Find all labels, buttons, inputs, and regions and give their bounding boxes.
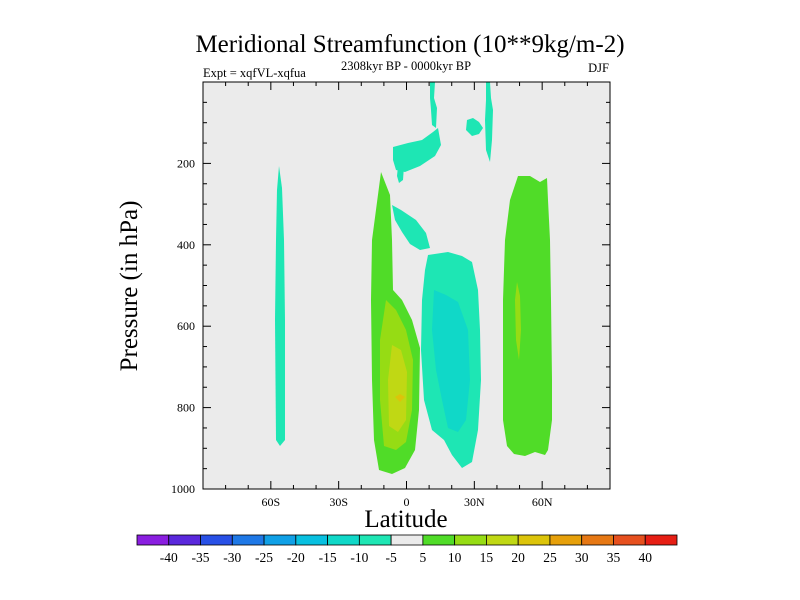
x-tick-label: 60N: [532, 495, 553, 509]
colorbar-swatch: [168, 534, 201, 546]
contour-cell-upper: [393, 128, 441, 172]
colorbar-label: 25: [543, 550, 557, 565]
time-range-label: 2308kyr BP - 0000kyr BP: [341, 59, 471, 73]
y-tick-label: 1000: [171, 482, 195, 496]
colorbar-swatch: [358, 534, 392, 546]
colorbar-swatch: [581, 534, 614, 546]
contour-fields: [275, 82, 552, 474]
colorbar-label: -35: [192, 550, 210, 565]
colorbar-label: 35: [607, 550, 621, 565]
season-label: DJF: [588, 61, 609, 75]
contour-cell-upper-right: [466, 118, 483, 136]
colorbar-label: 40: [638, 550, 652, 565]
axes: 60S 30S 0 30N 60N 200 400 600 800 1000: [171, 82, 610, 509]
colorbar: -40 -35 -30 -25 -20 -15 -10 -5 5 10 15 20 25 30 35 40: [136, 534, 678, 565]
contour-cell-tropical-south-core: [388, 345, 407, 432]
colorbar-label: -5: [385, 550, 396, 565]
x-tick-label: 60S: [261, 495, 280, 509]
contour-cell-northern-core: [515, 282, 521, 360]
colorbar-swatch: [231, 534, 265, 546]
y-axis-label: Pressure (in hPa): [116, 201, 143, 372]
colorbar-swatch: [422, 534, 456, 546]
colorbar-swatch: [295, 534, 328, 546]
y-tick-label: 800: [177, 401, 195, 415]
contour-cell-tropical-north-core: [432, 290, 470, 432]
contour-cell-upper-stem: [485, 82, 493, 162]
colorbar-label: -10: [350, 550, 368, 565]
experiment-label: Expt = xqfVL-xqfua: [203, 66, 306, 80]
colorbar-label: 10: [448, 550, 462, 565]
colorbar-label: 20: [511, 550, 525, 565]
colorbar-swatch: [517, 534, 551, 546]
x-tick-label: 30N: [464, 495, 485, 509]
colorbar-swatch: [454, 534, 487, 546]
contour-cell-upper-drop: [397, 166, 404, 183]
contour-cell-mid-wedge: [392, 205, 430, 250]
colorbar-swatch: [549, 534, 583, 546]
y-tick-label: 600: [177, 319, 195, 333]
colorbar-label: -25: [255, 550, 273, 565]
colorbar-swatch: [263, 534, 297, 546]
contour-cell-60S: [275, 166, 285, 446]
y-tick-label: 400: [177, 238, 195, 252]
x-tick-label: 30S: [329, 495, 348, 509]
colorbar-label: -20: [287, 550, 305, 565]
colorbar-swatch: [200, 534, 233, 546]
colorbar-label: 30: [575, 550, 589, 565]
colorbar-swatch: [390, 534, 424, 546]
contour-cell-upper-tip: [430, 82, 437, 128]
colorbar-label: -40: [160, 550, 178, 565]
colorbar-swatch: [486, 534, 519, 546]
contour-cell-tropical-south-peak: [395, 394, 405, 402]
colorbar-swatch: [136, 534, 170, 546]
colorbar-label: 15: [480, 550, 494, 565]
colorbar-label: -15: [319, 550, 337, 565]
x-axis-label: Latitude: [364, 506, 447, 533]
chart-title: Meridional Streamfunction (10**9kg/m-2): [195, 31, 624, 58]
contour-cell-northern-ferrel: [503, 176, 552, 456]
colorbar-swatch: [327, 534, 360, 546]
colorbar-swatch: [644, 534, 678, 546]
colorbar-label: 5: [420, 550, 427, 565]
colorbar-swatch: [613, 534, 646, 546]
x-tick-label: 0: [404, 495, 410, 509]
y-tick-label: 200: [177, 156, 195, 170]
colorbar-label: -30: [223, 550, 241, 565]
